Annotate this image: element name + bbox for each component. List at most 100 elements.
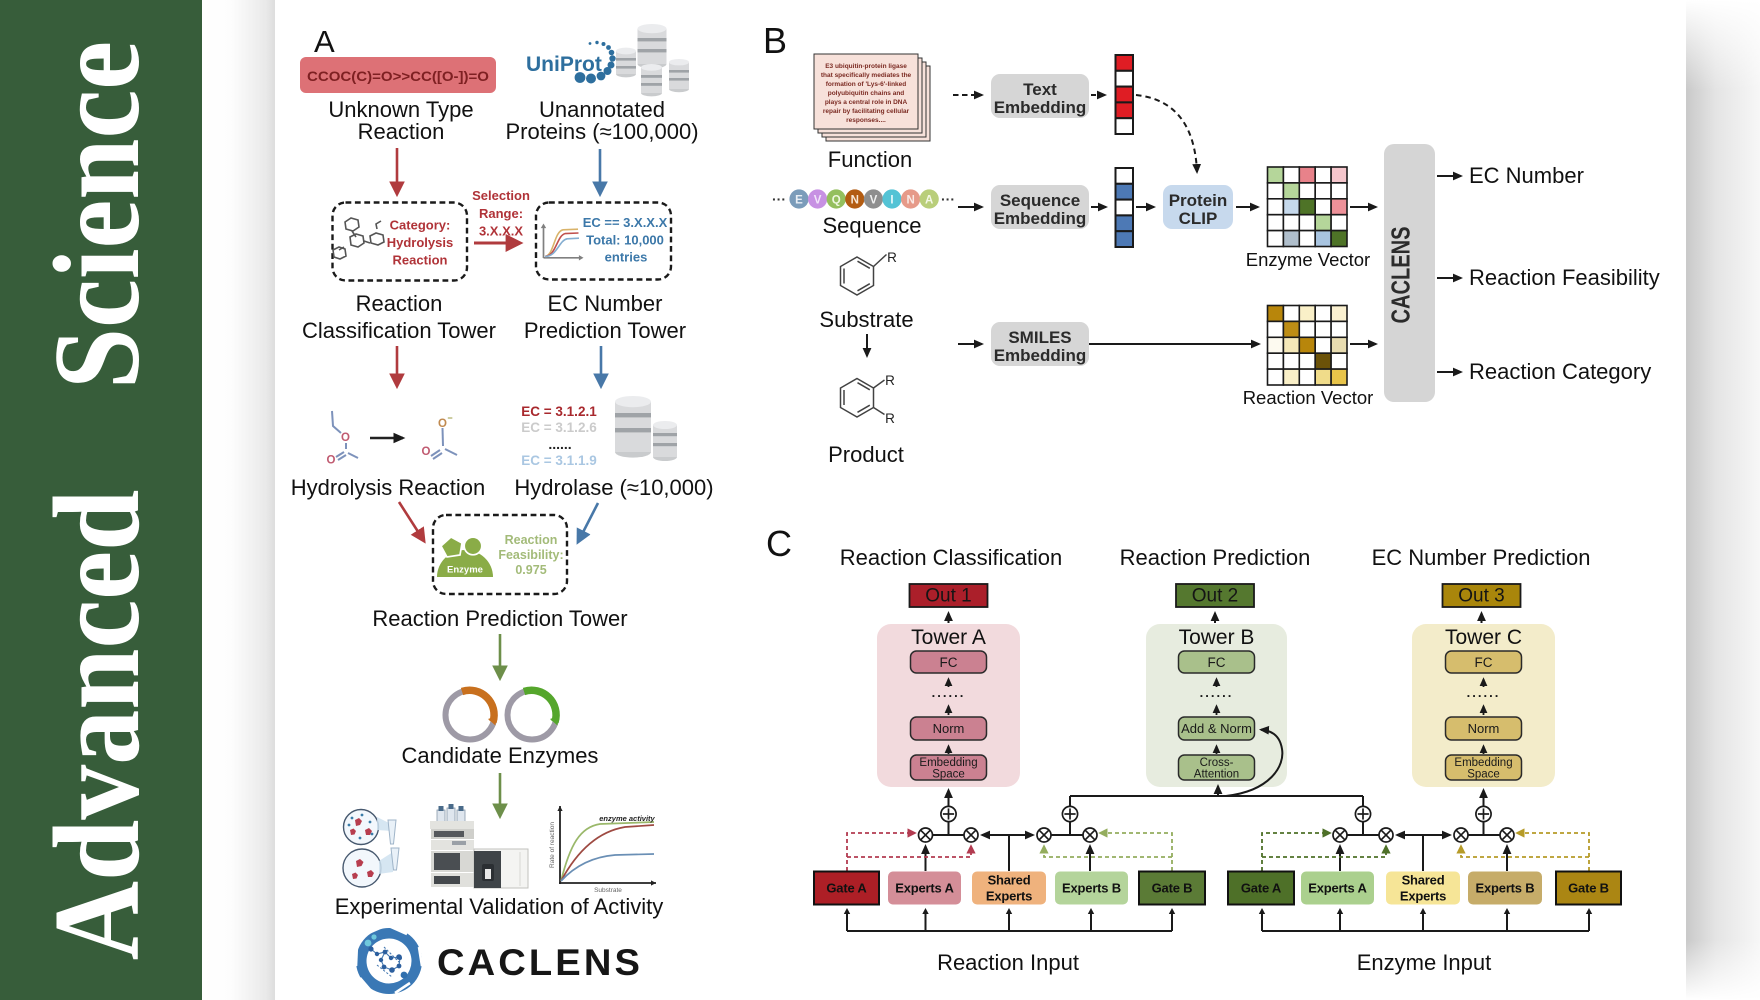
svg-text:N: N (851, 195, 859, 207)
svg-text:Candidate Enzymes: Candidate Enzymes (402, 743, 599, 768)
svg-text:Gate A: Gate A (1241, 881, 1282, 896)
svg-text:polyubiquitin chains and: polyubiquitin chains and (828, 90, 905, 97)
svg-text:Reaction Vector: Reaction Vector (1243, 387, 1374, 408)
svg-text:enzyme activity: enzyme activity (599, 814, 655, 823)
svg-text:......: ...... (548, 436, 571, 452)
svg-text:3.X.X.X: 3.X.X.X (479, 224, 523, 239)
svg-text:Hydrolysis: Hydrolysis (387, 235, 453, 250)
svg-text:Shared: Shared (1402, 873, 1445, 888)
svg-text:Sequence: Sequence (822, 213, 921, 238)
svg-text:Hydrolysis Reaction: Hydrolysis Reaction (291, 475, 485, 500)
svg-text:Add & Norm: Add & Norm (1181, 721, 1252, 736)
svg-text:Function: Function (828, 147, 912, 172)
svg-text:Proteins (≈100,000): Proteins (≈100,000) (505, 119, 698, 144)
svg-text:Experimental Validation of Act: Experimental Validation of Activity (335, 894, 664, 919)
svg-text:Hydrolase (≈10,000): Hydrolase (≈10,000) (514, 475, 713, 500)
svg-text:Cross-: Cross- (1200, 757, 1234, 769)
svg-text:Reaction Category: Reaction Category (1469, 359, 1651, 384)
svg-text:......: ...... (1467, 685, 1501, 700)
svg-text:EC Number: EC Number (1469, 163, 1584, 188)
svg-text:......: ...... (932, 685, 966, 700)
svg-text:Enzyme Vector: Enzyme Vector (1246, 249, 1370, 270)
svg-text:Experts B: Experts B (1062, 881, 1121, 896)
svg-text:EC = 3.1.1.9: EC = 3.1.1.9 (521, 453, 596, 468)
svg-text:Experts: Experts (1400, 889, 1446, 904)
svg-text:Range:: Range: (479, 206, 523, 221)
svg-text:Embedding: Embedding (919, 757, 977, 769)
svg-text:−: − (447, 413, 452, 423)
svg-text:Total: 10,000: Total: 10,000 (586, 233, 664, 248)
svg-text:Experts: Experts (986, 889, 1032, 904)
svg-text:Experts A: Experts A (1308, 881, 1367, 896)
svg-text:CCOC(C)=O>>CC([O-])=O: CCOC(C)=O>>CC([O-])=O (307, 69, 489, 84)
svg-text:B: B (763, 20, 787, 61)
svg-text:···: ··· (772, 191, 786, 207)
svg-text:EC = 3.1.2.6: EC = 3.1.2.6 (521, 420, 597, 435)
svg-text:Embedding: Embedding (994, 209, 1087, 228)
svg-text:Reaction Feasibility: Reaction Feasibility (1469, 265, 1660, 290)
svg-text:···: ··· (941, 191, 955, 207)
svg-text:responses....: responses.... (846, 117, 886, 124)
svg-text:Tower C: Tower C (1445, 626, 1522, 649)
svg-text:CACLENS: CACLENS (437, 942, 643, 983)
svg-text:Selection: Selection (472, 188, 530, 203)
svg-text:Reaction: Reaction (358, 119, 445, 144)
svg-text:O: O (422, 446, 431, 458)
svg-text:Space: Space (1467, 769, 1500, 781)
svg-text:Gate B: Gate B (1568, 881, 1609, 896)
svg-text:E: E (795, 195, 803, 207)
svg-text:CLIP: CLIP (1179, 209, 1218, 228)
svg-text:Text: Text (1023, 80, 1057, 99)
svg-text:formation of 'Lys-6'-linked: formation of 'Lys-6'-linked (826, 81, 907, 88)
svg-text:A: A (314, 24, 335, 59)
svg-text:Protein: Protein (1169, 191, 1228, 210)
svg-text:FC: FC (940, 655, 958, 670)
svg-text:Out 1: Out 1 (925, 586, 971, 607)
svg-text:Product: Product (828, 442, 904, 467)
svg-text:Prediction Tower: Prediction Tower (524, 318, 686, 343)
svg-text:repair by facilitating cellula: repair by facilitating cellular (823, 108, 910, 115)
svg-text:Unannotated: Unannotated (539, 97, 665, 122)
svg-text:plays a central role in DNA: plays a central role in DNA (825, 99, 908, 106)
svg-text:EC == 3.X.X.X: EC == 3.X.X.X (583, 215, 668, 230)
svg-text:Unknown Type: Unknown Type (328, 97, 473, 122)
svg-text:UniProt: UniProt (526, 53, 602, 76)
svg-text:Norm: Norm (933, 721, 965, 736)
svg-text:Shared: Shared (988, 873, 1031, 888)
svg-text:Reaction: Reaction (505, 533, 558, 547)
svg-text:Tower B: Tower B (1179, 626, 1255, 649)
svg-text:A: A (925, 195, 933, 207)
svg-text:EC Number: EC Number (548, 291, 663, 316)
svg-text:O: O (327, 455, 336, 467)
svg-text:Embedding: Embedding (994, 346, 1087, 365)
svg-text:O: O (438, 418, 447, 430)
svg-text:Reaction: Reaction (356, 291, 443, 316)
svg-text:Embedding: Embedding (1454, 757, 1512, 769)
svg-text:Sequence: Sequence (1000, 191, 1080, 210)
svg-text:Classification Tower: Classification Tower (302, 318, 496, 343)
svg-text:Tower A: Tower A (911, 626, 986, 649)
svg-text:Rate of reaction: Rate of reaction (549, 822, 556, 868)
svg-text:Enzyme Input: Enzyme Input (1357, 950, 1492, 975)
svg-text:Experts B: Experts B (1476, 881, 1535, 896)
svg-text:V: V (870, 195, 878, 207)
svg-text:E3 ubiquitin-protein ligase: E3 ubiquitin-protein ligase (825, 63, 907, 70)
svg-text:R: R (887, 250, 897, 265)
svg-text:N: N (906, 195, 914, 207)
svg-text:Substrate: Substrate (594, 887, 622, 894)
svg-text:SMILES: SMILES (1008, 328, 1071, 347)
svg-text:EC = 3.1.2.1: EC = 3.1.2.1 (521, 404, 597, 419)
svg-text:......: ...... (1200, 685, 1234, 700)
svg-text:Experts A: Experts A (895, 881, 954, 896)
svg-text:Attention: Attention (1194, 769, 1239, 781)
svg-text:FC: FC (1475, 655, 1493, 670)
svg-text:entries: entries (605, 250, 648, 265)
svg-text:Space: Space (932, 769, 965, 781)
svg-text:Enzyme: Enzyme (447, 565, 483, 576)
svg-text:Gate B: Gate B (1152, 881, 1193, 896)
svg-text:Reaction Prediction Tower: Reaction Prediction Tower (372, 606, 627, 631)
svg-text:R: R (885, 411, 895, 426)
svg-text:Embedding: Embedding (994, 98, 1087, 117)
svg-text:EC Number Prediction: EC Number Prediction (1372, 545, 1591, 570)
svg-text:O: O (341, 432, 350, 444)
